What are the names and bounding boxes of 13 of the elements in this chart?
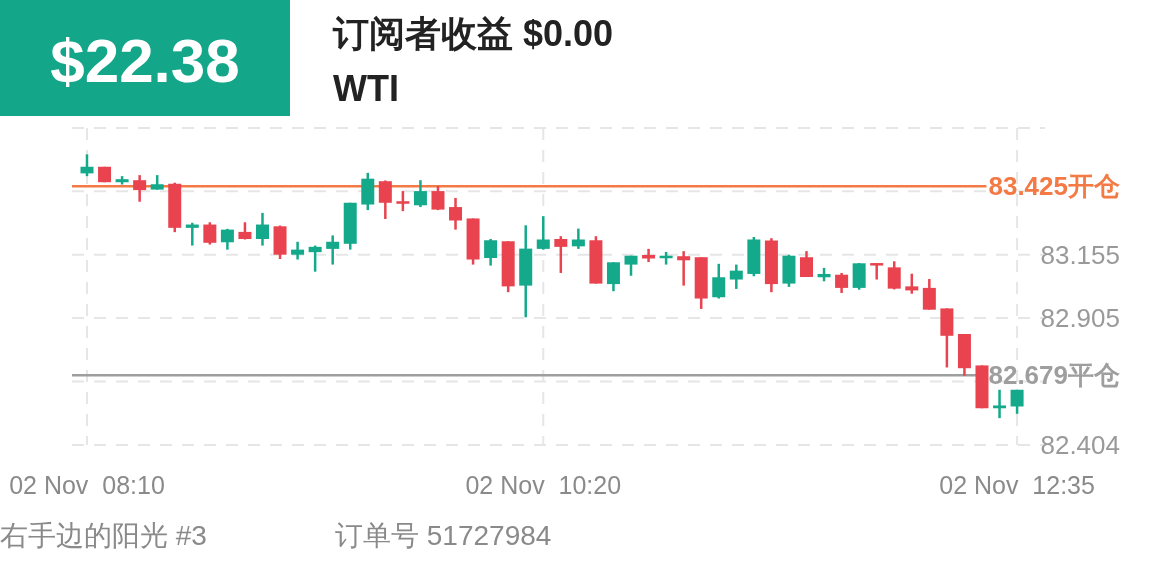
x-tick-label: 02 Nov 10:20: [465, 471, 622, 499]
header: $22.38: [0, 0, 290, 116]
ref-line-label: 83.425开仓: [988, 171, 1120, 202]
chart-title: 订阅者收益 $0.00: [332, 13, 614, 54]
text: 订单号 51727984: [335, 520, 552, 551]
x-tick-label: 02 Nov 08:10: [9, 471, 165, 499]
text: 右手边的阳光 #3: [0, 520, 207, 551]
y-tick-label: 82.404: [1040, 430, 1120, 460]
chart-subtitle: WTI: [333, 68, 399, 109]
y-tick-label: 83.155: [1040, 239, 1120, 270]
x-tick-label: 02 Nov 12:35: [939, 471, 1095, 499]
y-tick-label: 82.905: [1040, 303, 1120, 334]
ref-line-label: 82.679平仓: [988, 360, 1120, 391]
